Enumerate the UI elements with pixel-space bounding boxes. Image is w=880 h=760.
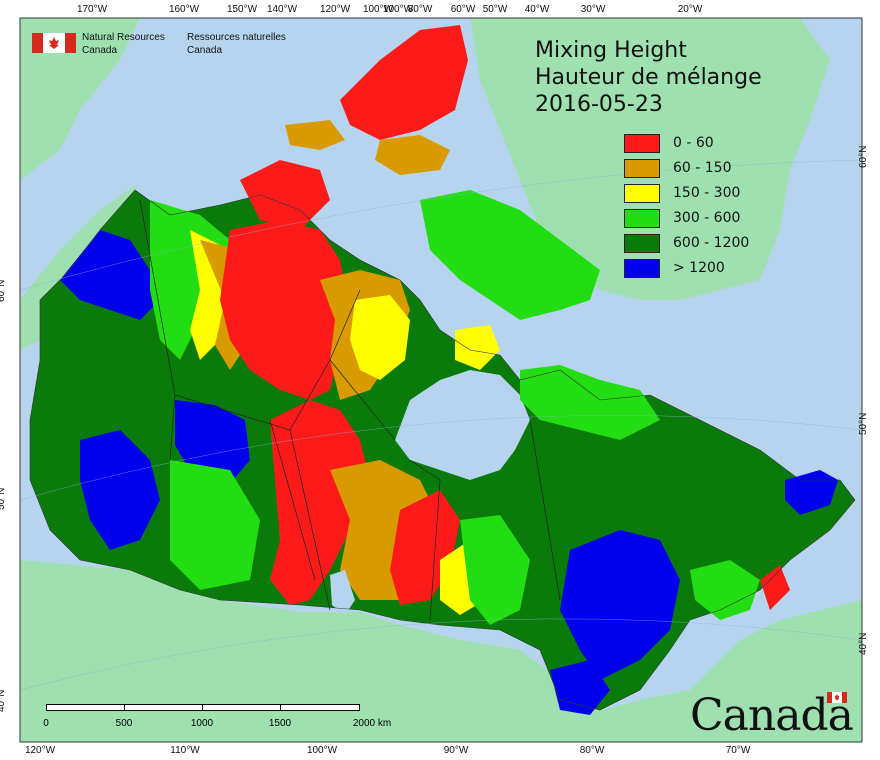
legend-swatch — [624, 134, 660, 153]
graticule-label: 40°N — [0, 689, 7, 712]
legend-label: 300 - 600 — [673, 210, 741, 226]
agency-fr-line1: Ressources naturelles — [187, 32, 286, 43]
graticule-label: 100°W — [306, 745, 338, 756]
scale-segment — [124, 704, 203, 711]
graticule-label: 150°W — [226, 4, 258, 15]
legend-label: 150 - 300 — [673, 185, 741, 201]
legend-swatch — [624, 159, 660, 178]
zone-blue-quebec — [560, 530, 680, 680]
legend-swatch — [624, 259, 660, 278]
graticule-label: 80°W — [579, 745, 605, 756]
scale-tick-label: 0 — [43, 718, 49, 729]
lake-winnipeg — [330, 570, 355, 615]
graticule — [20, 159, 862, 691]
zone-red-central — [220, 220, 350, 400]
graticule-label: 50°W — [482, 4, 508, 15]
hudson-bay — [395, 370, 530, 480]
zone-green-maritimes — [690, 560, 760, 620]
graticule-label: 60°N — [858, 145, 869, 168]
legend-label: 0 - 60 — [673, 135, 714, 151]
graticule-label: 80°W — [407, 4, 433, 15]
legend-swatch — [624, 234, 660, 253]
zone-blue-west — [60, 230, 160, 320]
zone-green-ontario — [460, 515, 530, 625]
arctic-islands-mid — [375, 135, 450, 175]
agency-en-line2: Canada — [82, 45, 118, 56]
title-line-en: Mixing Height — [535, 38, 687, 63]
zone-blue-newfoundland — [785, 470, 838, 515]
scale-tick-label: 1000 — [190, 718, 214, 729]
scale-tick-label: 500 — [115, 718, 133, 729]
arctic-islands — [340, 25, 468, 140]
legend-swatch — [624, 184, 660, 203]
usa-land — [20, 560, 862, 742]
zone-red-nb — [760, 565, 790, 610]
graticule-label: 100°W — [362, 4, 394, 15]
zone-blue-bc — [80, 430, 160, 550]
nrcan-flag-icon — [32, 33, 76, 53]
graticule-label: 100°W — [382, 4, 414, 15]
scale-segment — [46, 704, 125, 711]
scale-segment — [202, 704, 281, 711]
canada-wordmark: Canada — [690, 690, 854, 741]
canada-coastline — [29, 189, 856, 711]
graticule-label: 140°W — [266, 4, 298, 15]
title-line-fr: Hauteur de mélange — [535, 65, 762, 90]
graticule-label: 70°W — [725, 745, 751, 756]
scale-tick-label: 2000 km — [352, 718, 392, 729]
agency-fr-line2: Canada — [187, 45, 223, 56]
agency-en-line1: Natural Resources — [82, 32, 165, 43]
map-border — [19, 17, 863, 743]
graticule-label: 160°W — [168, 4, 200, 15]
graticule-label: 120°W — [319, 4, 351, 15]
graticule-label: 30°W — [580, 4, 606, 15]
graticule-label: 50°N — [0, 487, 7, 510]
wordmark-flag-icon — [827, 692, 847, 703]
graticule-label: 60°W — [450, 4, 476, 15]
graticule-label: 110°W — [170, 745, 200, 756]
arctic-islands-orange — [285, 120, 345, 150]
scale-segment — [280, 704, 360, 711]
graticule-label: 90°W — [443, 745, 469, 756]
zone-yellow-central — [350, 295, 410, 380]
arctic-islands-west — [240, 160, 330, 230]
zone-green-strip — [170, 460, 260, 590]
alaska-land — [20, 18, 140, 180]
legend-swatch — [624, 209, 660, 228]
scale-bar: 0 500 1000 1500 2000 km — [43, 704, 391, 734]
legend-label: 60 - 150 — [673, 160, 732, 176]
zone-green-labrador — [520, 365, 660, 440]
graticule-label: 40°W — [524, 4, 550, 15]
graticule-label: 40°N — [858, 632, 869, 655]
graticule-label: 50°N — [858, 412, 869, 435]
baffin-island — [420, 190, 600, 320]
graticule-label: 20°W — [677, 4, 703, 15]
title-line-date: 2016-05-23 — [535, 92, 663, 117]
province-boundaries — [139, 199, 561, 621]
legend-label: > 1200 — [673, 260, 725, 276]
baffin-south — [455, 325, 500, 370]
scale-tick-label: 1500 — [268, 718, 292, 729]
legend-label: 600 - 1200 — [673, 235, 750, 251]
graticule-label: 60°N — [0, 279, 7, 302]
map-title: Mixing Height Hauteur de mélange 2016-05… — [535, 37, 762, 118]
graticule-label: 120°W — [24, 745, 56, 756]
graticule-label: 170°W — [76, 4, 108, 15]
